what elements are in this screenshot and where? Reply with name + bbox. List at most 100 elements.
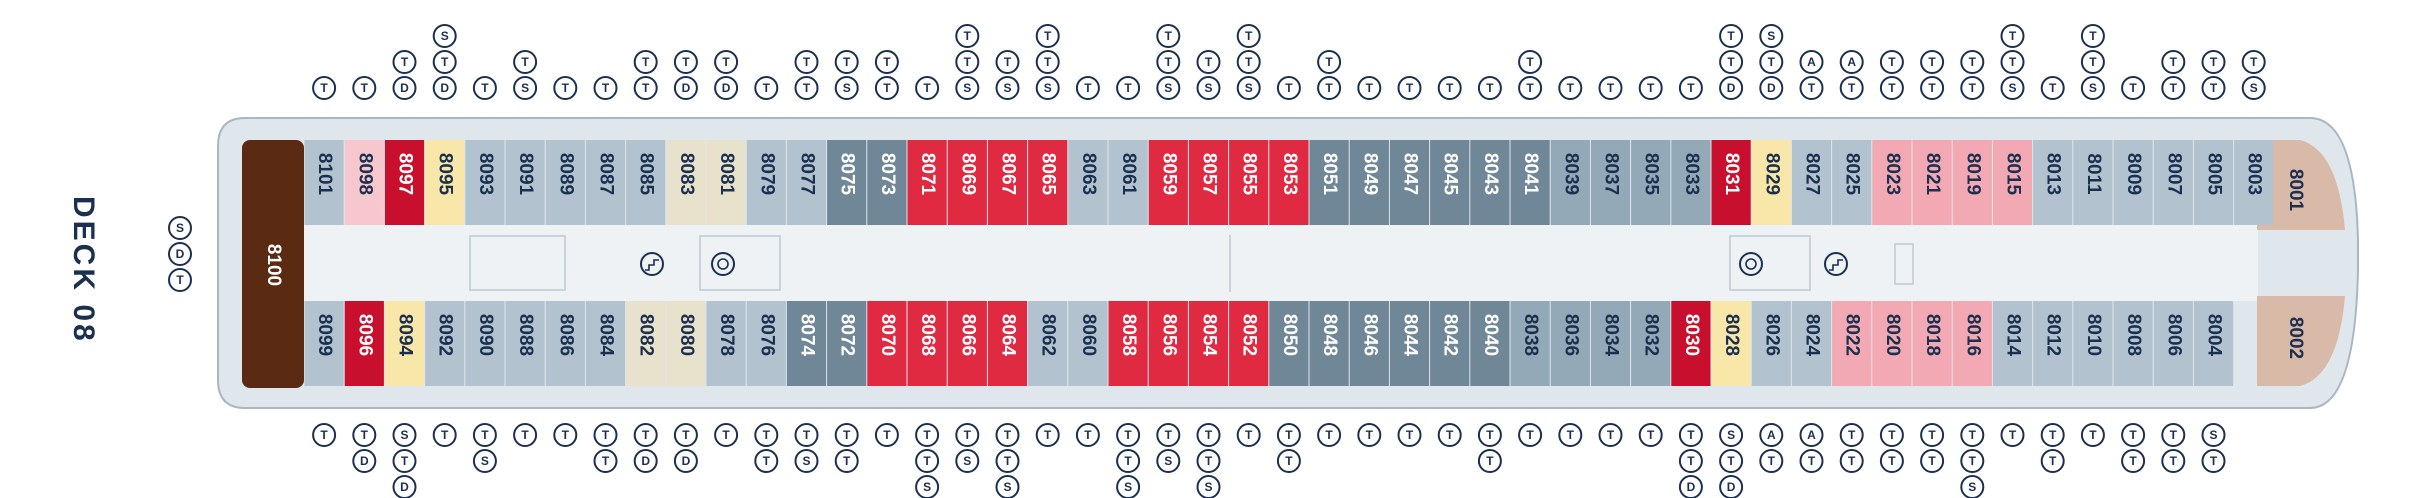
cabin-8006[interactable]: 8006	[2153, 301, 2193, 386]
cabin-8096[interactable]: 8096	[344, 301, 384, 386]
cabin-8008[interactable]: 8008	[2113, 301, 2153, 386]
cabin-8071[interactable]: 8071	[907, 140, 947, 225]
cabin-8026[interactable]: 8026	[1751, 301, 1791, 386]
cabin-8064[interactable]: 8064	[987, 301, 1028, 386]
cabin-8049[interactable]: 8049	[1349, 140, 1389, 225]
cabin-8082[interactable]: 8082	[626, 301, 666, 386]
suite-8100[interactable]	[242, 140, 304, 388]
cabin-8037[interactable]: 8037	[1590, 140, 1631, 225]
cabin-8015[interactable]: 8015	[1992, 140, 2033, 225]
cabin-8059[interactable]: 8059	[1148, 140, 1188, 225]
suite-8002[interactable]	[2257, 296, 2345, 386]
cabin-8051[interactable]: 8051	[1309, 140, 1349, 225]
cabin-8076[interactable]: 8076	[746, 301, 786, 386]
cabin-8018[interactable]: 8018	[1912, 301, 1952, 386]
cabin-8005[interactable]: 8005	[2193, 140, 2234, 225]
cabin-8012[interactable]: 8012	[2033, 301, 2073, 386]
cabin-8058[interactable]: 8058	[1108, 301, 1148, 386]
cabin-8093[interactable]: 8093	[465, 140, 505, 225]
cabin-8101[interactable]: 8101	[304, 140, 344, 225]
cabin-8072[interactable]: 8072	[827, 301, 867, 386]
cabin-8033[interactable]: 8033	[1671, 140, 1711, 225]
cabin-8038[interactable]: 8038	[1510, 301, 1550, 386]
cabin-8040[interactable]: 8040	[1470, 301, 1510, 386]
cabin-8009[interactable]: 8009	[2113, 140, 2153, 225]
cabin-8043[interactable]: 8043	[1470, 140, 1510, 225]
cabin-8065[interactable]: 8065	[1028, 140, 1068, 225]
cabin-8039[interactable]: 8039	[1550, 140, 1590, 225]
cabin-8020[interactable]: 8020	[1872, 301, 1912, 386]
cabin-8011[interactable]: 8011	[2073, 140, 2113, 225]
cabin-8094[interactable]: 8094	[384, 301, 425, 386]
cabin-8056[interactable]: 8056	[1148, 301, 1188, 386]
cabin-8042[interactable]: 8042	[1430, 301, 1470, 386]
cabin-8050[interactable]: 8050	[1269, 301, 1309, 386]
cabin-8004[interactable]: 8004	[2193, 301, 2234, 386]
cabin-8078[interactable]: 8078	[706, 301, 746, 386]
cabin-8075[interactable]: 8075	[827, 140, 867, 225]
cabin-8070[interactable]: 8070	[867, 301, 907, 386]
cabin-8084[interactable]: 8084	[585, 301, 626, 386]
cabin-8016[interactable]: 8016	[1952, 301, 1992, 386]
cabin-8066[interactable]: 8066	[947, 301, 987, 386]
cabin-8014[interactable]: 8014	[1992, 301, 2033, 386]
cabin-8062[interactable]: 8062	[1028, 301, 1068, 386]
cabin-8054[interactable]: 8054	[1188, 301, 1229, 386]
cabin-8030[interactable]: 8030	[1671, 301, 1711, 386]
cabin-8085[interactable]: 8085	[626, 140, 666, 225]
cabin-8057[interactable]: 8057	[1188, 140, 1229, 225]
cabin-8046[interactable]: 8046	[1349, 301, 1389, 386]
cabin-8073[interactable]: 8073	[867, 140, 907, 225]
cabin-8087[interactable]: 8087	[585, 140, 626, 225]
cabin-8047[interactable]: 8047	[1389, 140, 1430, 225]
cabin-8028[interactable]: 8028	[1711, 301, 1751, 386]
cabin-8079[interactable]: 8079	[746, 140, 786, 225]
cabin-8083[interactable]: 8083	[666, 140, 706, 225]
suite-8001[interactable]	[2257, 140, 2345, 230]
cabin-8053[interactable]: 8053	[1269, 140, 1309, 225]
cabin-8036[interactable]: 8036	[1550, 301, 1590, 386]
cabin-8098[interactable]: 8098	[344, 140, 384, 225]
cabin-8068[interactable]: 8068	[907, 301, 947, 386]
cabin-8025[interactable]: 8025	[1832, 140, 1872, 225]
cabin-8081[interactable]: 8081	[706, 140, 746, 225]
cabin-8027[interactable]: 8027	[1791, 140, 1832, 225]
cabin-8069[interactable]: 8069	[947, 140, 987, 225]
cabin-8023[interactable]: 8023	[1872, 140, 1912, 225]
cabin-8091[interactable]: 8091	[505, 140, 545, 225]
cabin-8010[interactable]: 8010	[2073, 301, 2113, 386]
cabin-8061[interactable]: 8061	[1108, 140, 1148, 225]
cabin-8003[interactable]: 8003	[2234, 140, 2274, 225]
cabin-8099[interactable]: 8099	[304, 301, 344, 386]
cabin-8013[interactable]: 8013	[2033, 140, 2073, 225]
cabin-8067[interactable]: 8067	[987, 140, 1028, 225]
cabin-8060[interactable]: 8060	[1068, 301, 1108, 386]
cabin-8088[interactable]: 8088	[505, 301, 545, 386]
cabin-8080[interactable]: 8080	[666, 301, 706, 386]
cabin-8021[interactable]: 8021	[1912, 140, 1952, 225]
cabin-8063[interactable]: 8063	[1068, 140, 1108, 225]
cabin-8052[interactable]: 8052	[1229, 301, 1269, 386]
cabin-8019[interactable]: 8019	[1952, 140, 1992, 225]
cabin-8032[interactable]: 8032	[1631, 301, 1671, 386]
cabin-8034[interactable]: 8034	[1590, 301, 1631, 386]
cabin-8086[interactable]: 8086	[545, 301, 585, 386]
cabin-8029[interactable]: 8029	[1751, 140, 1791, 225]
cabin-8055[interactable]: 8055	[1229, 140, 1269, 225]
cabin-8095[interactable]: 8095	[425, 140, 465, 225]
cabin-8022[interactable]: 8022	[1832, 301, 1872, 386]
cabin-8092[interactable]: 8092	[425, 301, 465, 386]
cabin-8035[interactable]: 8035	[1631, 140, 1671, 225]
cabin-8089[interactable]: 8089	[545, 140, 585, 225]
cabin-8044[interactable]: 8044	[1389, 301, 1430, 386]
cabin-8048[interactable]: 8048	[1309, 301, 1349, 386]
cabin-8097[interactable]: 8097	[384, 140, 425, 225]
cabin-8045[interactable]: 8045	[1430, 140, 1470, 225]
cabin-8041[interactable]: 8041	[1510, 140, 1550, 225]
cabin-8077[interactable]: 8077	[786, 140, 827, 225]
cabin-8074[interactable]: 8074	[786, 301, 827, 386]
cabin-8024[interactable]: 8024	[1791, 301, 1832, 386]
cabin-8031[interactable]: 8031	[1711, 140, 1751, 225]
cabin-8090[interactable]: 8090	[465, 301, 505, 386]
cabin-8007[interactable]: 8007	[2153, 140, 2193, 225]
